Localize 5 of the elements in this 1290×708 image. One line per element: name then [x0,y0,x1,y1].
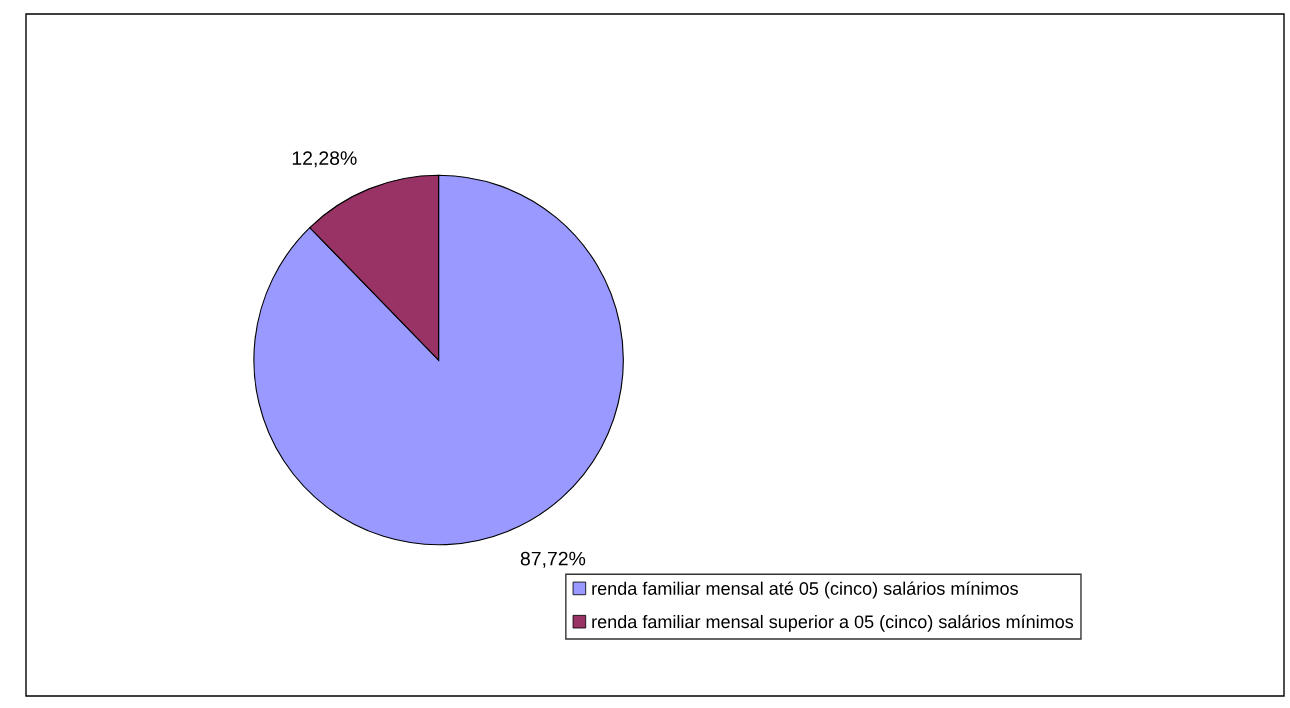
data-label: 12,28% [292,151,357,168]
data-label: 87,72% [520,551,586,568]
pie-slice [253,174,624,546]
legend-label: renda familiar mensal até 05 (cinco) salários mínimos [592,581,1018,599]
legend-label: renda familiar mensal superior a 05 (cinco) salários mínimos [592,614,1074,632]
